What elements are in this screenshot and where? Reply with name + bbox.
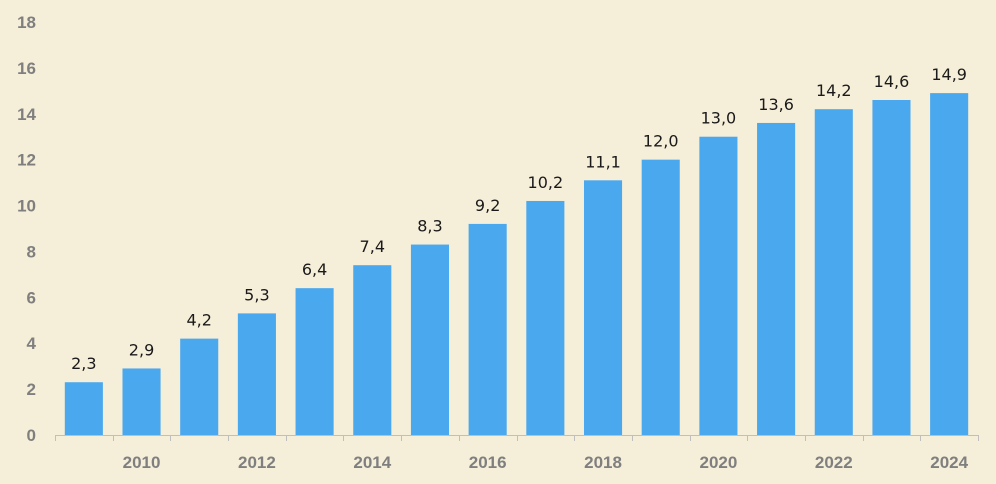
bar-2015 — [410, 244, 450, 435]
bar-2023 — [872, 100, 911, 435]
data-label-2020: 13,0 — [701, 109, 737, 128]
bar-2020 — [699, 136, 738, 435]
data-label-2015: 8,3 — [417, 217, 442, 236]
data-label-2017: 10,2 — [528, 173, 564, 192]
y-tick-label: 10 — [17, 197, 36, 216]
data-labels: 2,3 2,9 4,2 5,3 6,4 7,4 8,3 9,2 10,2 11,1 12,0 13,0… — [71, 65, 967, 373]
y-tick-label: 0 — [27, 426, 36, 445]
data-label-2021: 13,6 — [758, 95, 794, 114]
data-label-2010: 2,9 — [129, 340, 154, 359]
x-tick-label-2018: 2018 — [584, 453, 622, 472]
bar-2016 — [468, 223, 507, 435]
data-label-2023: 14,6 — [874, 72, 910, 91]
bar-2009 — [64, 382, 103, 435]
y-tick-label: 6 — [27, 288, 36, 307]
data-label-2012: 5,3 — [244, 285, 269, 304]
x-tick-label-2022: 2022 — [815, 453, 853, 472]
x-axis: 2010 2012 2014 2016 2018 2020 2022 2024 — [55, 435, 979, 472]
x-tick-label-2012: 2012 — [238, 453, 276, 472]
x-tick-label-2010: 2010 — [123, 453, 161, 472]
bar-2018 — [583, 180, 623, 435]
y-tick-label: 2 — [27, 380, 36, 399]
x-tick-label-2020: 2020 — [699, 453, 737, 472]
data-label-2011: 4,2 — [186, 311, 211, 330]
bars — [64, 93, 969, 435]
bar-2012 — [237, 313, 276, 435]
bar-2013 — [295, 288, 334, 435]
data-label-2019: 12,0 — [643, 132, 679, 151]
data-label-2009: 2,3 — [71, 354, 96, 373]
bar-2024 — [930, 93, 969, 435]
y-tick-label: 8 — [27, 242, 36, 261]
bar-2021 — [757, 122, 796, 435]
data-label-2018: 11,1 — [585, 152, 621, 171]
bar-2017 — [526, 200, 565, 435]
y-axis: 0 2 4 6 8 10 12 14 16 18 — [17, 13, 36, 445]
bar-2014 — [353, 265, 392, 435]
bar-2011 — [180, 338, 219, 435]
y-tick-label: 14 — [17, 105, 36, 124]
x-tick-label-2024: 2024 — [930, 453, 968, 472]
data-label-2014: 7,4 — [360, 237, 385, 256]
data-label-2024: 14,9 — [931, 65, 967, 84]
data-label-2016: 9,2 — [475, 196, 500, 215]
y-tick-label: 12 — [17, 151, 36, 170]
y-tick-label: 4 — [27, 334, 37, 353]
bar-2010 — [122, 368, 161, 435]
x-tick-label-2014: 2014 — [353, 453, 391, 472]
bar-2022 — [814, 109, 853, 435]
data-label-2022: 14,2 — [816, 81, 852, 100]
data-label-2013: 6,4 — [302, 260, 327, 279]
y-tick-label: 16 — [17, 59, 36, 78]
bar-2019 — [641, 159, 680, 435]
x-tick-label-2016: 2016 — [469, 453, 507, 472]
y-tick-label: 18 — [17, 13, 36, 32]
